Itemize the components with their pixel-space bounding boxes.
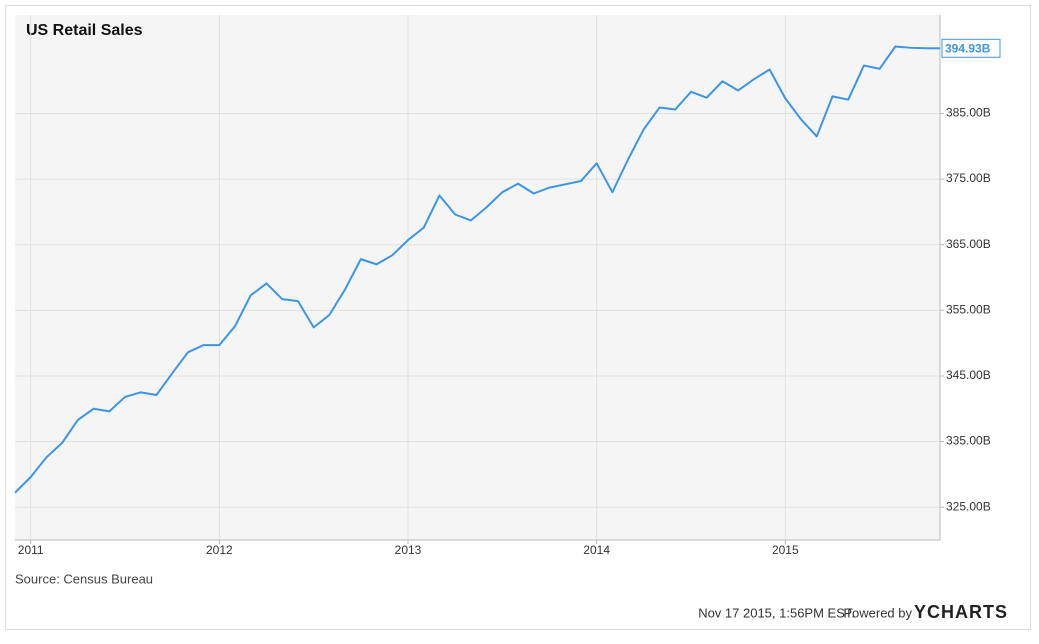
y-tick-label: 385.00B [946, 106, 991, 120]
x-tick-label: 2012 [206, 543, 233, 557]
y-tick-label: 355.00B [946, 302, 991, 316]
y-tick-label: 375.00B [946, 171, 991, 185]
y-tick-label: 335.00B [946, 434, 991, 448]
x-tick-label: 2013 [395, 543, 422, 557]
timestamp: Nov 17 2015, 1:56PM EST. [698, 605, 855, 620]
brand-logo: YCHARTS [914, 602, 1008, 622]
y-tick-label: 325.00B [946, 499, 991, 513]
y-tick-label: 365.00B [946, 237, 991, 251]
value-label-box [941, 38, 1001, 58]
source: Source: Census Bureau [15, 571, 153, 586]
x-tick-label: 2015 [772, 543, 799, 557]
x-tick-label: 2011 [18, 543, 44, 557]
x-tick-label: 2014 [583, 543, 610, 557]
plot-area [15, 15, 940, 540]
value-label: 394.93B [945, 41, 991, 55]
line-series [14, 45, 927, 494]
y-tick-label: 345.00B [946, 368, 991, 382]
chart-title: US Retail Sales [26, 22, 143, 39]
powered-by: Powered by [843, 605, 912, 620]
